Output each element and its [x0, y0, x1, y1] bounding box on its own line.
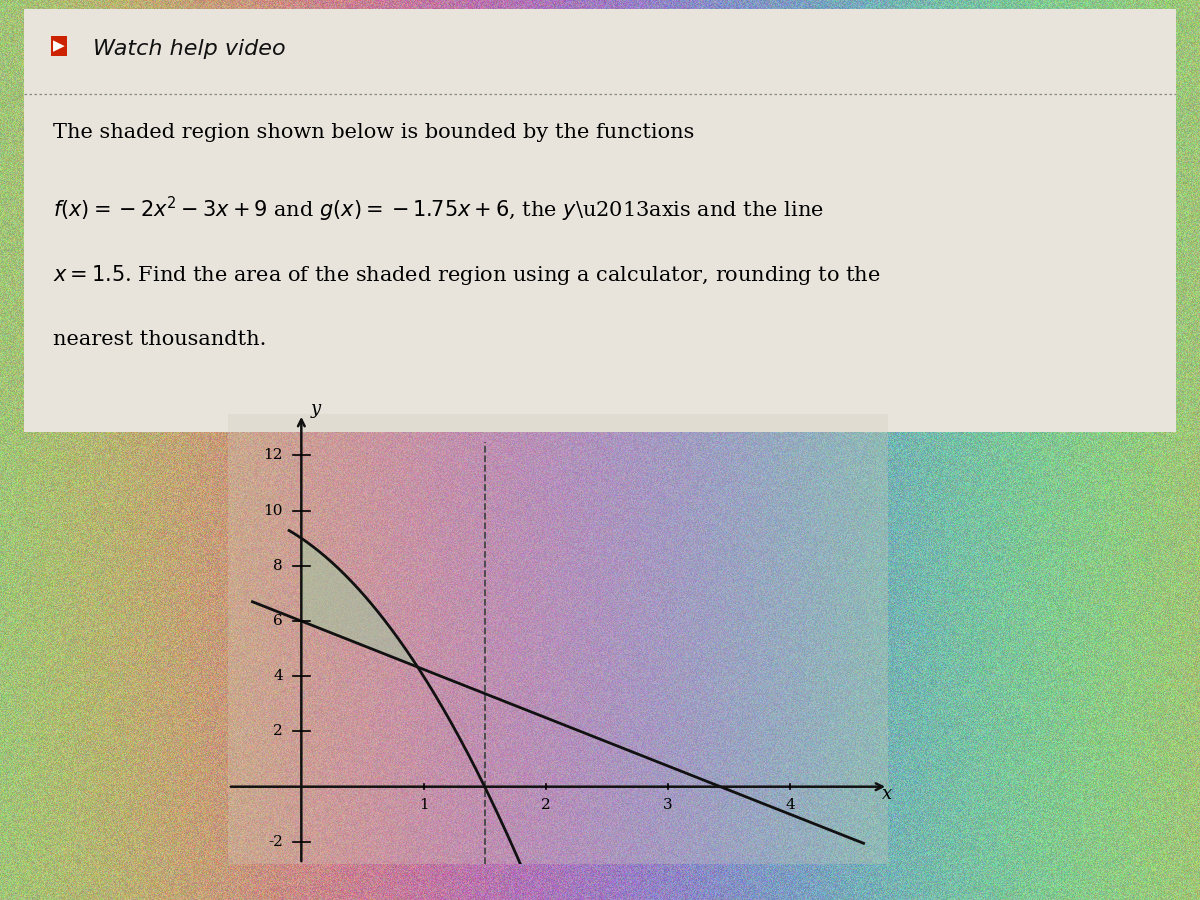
Text: 8: 8	[274, 559, 283, 572]
Text: $x = 1.5$. Find the area of the shaded region using a calculator, rounding to th: $x = 1.5$. Find the area of the shaded r…	[53, 263, 881, 287]
Text: The shaded region shown below is bounded by the functions: The shaded region shown below is bounded…	[53, 123, 694, 142]
Text: 6: 6	[274, 614, 283, 628]
Text: 2: 2	[541, 797, 551, 812]
Text: ▶: ▶	[53, 39, 65, 54]
Text: 4: 4	[274, 670, 283, 683]
Text: 10: 10	[264, 504, 283, 518]
Text: $f(x) = -2x^2 - 3x + 9$ and $g(x) = -1.75x + 6$, the $y$\u2013axis and the line: $f(x) = -2x^2 - 3x + 9$ and $g(x) = -1.7…	[53, 195, 823, 224]
Text: 2: 2	[274, 724, 283, 739]
Text: -2: -2	[268, 835, 283, 849]
Text: 1: 1	[419, 797, 428, 812]
Text: Watch help video: Watch help video	[94, 39, 286, 58]
Text: y: y	[311, 400, 322, 418]
Text: x: x	[882, 785, 892, 803]
Text: nearest thousandth.: nearest thousandth.	[53, 330, 266, 349]
Text: 4: 4	[785, 797, 796, 812]
Text: 12: 12	[264, 448, 283, 463]
Text: 3: 3	[664, 797, 673, 812]
